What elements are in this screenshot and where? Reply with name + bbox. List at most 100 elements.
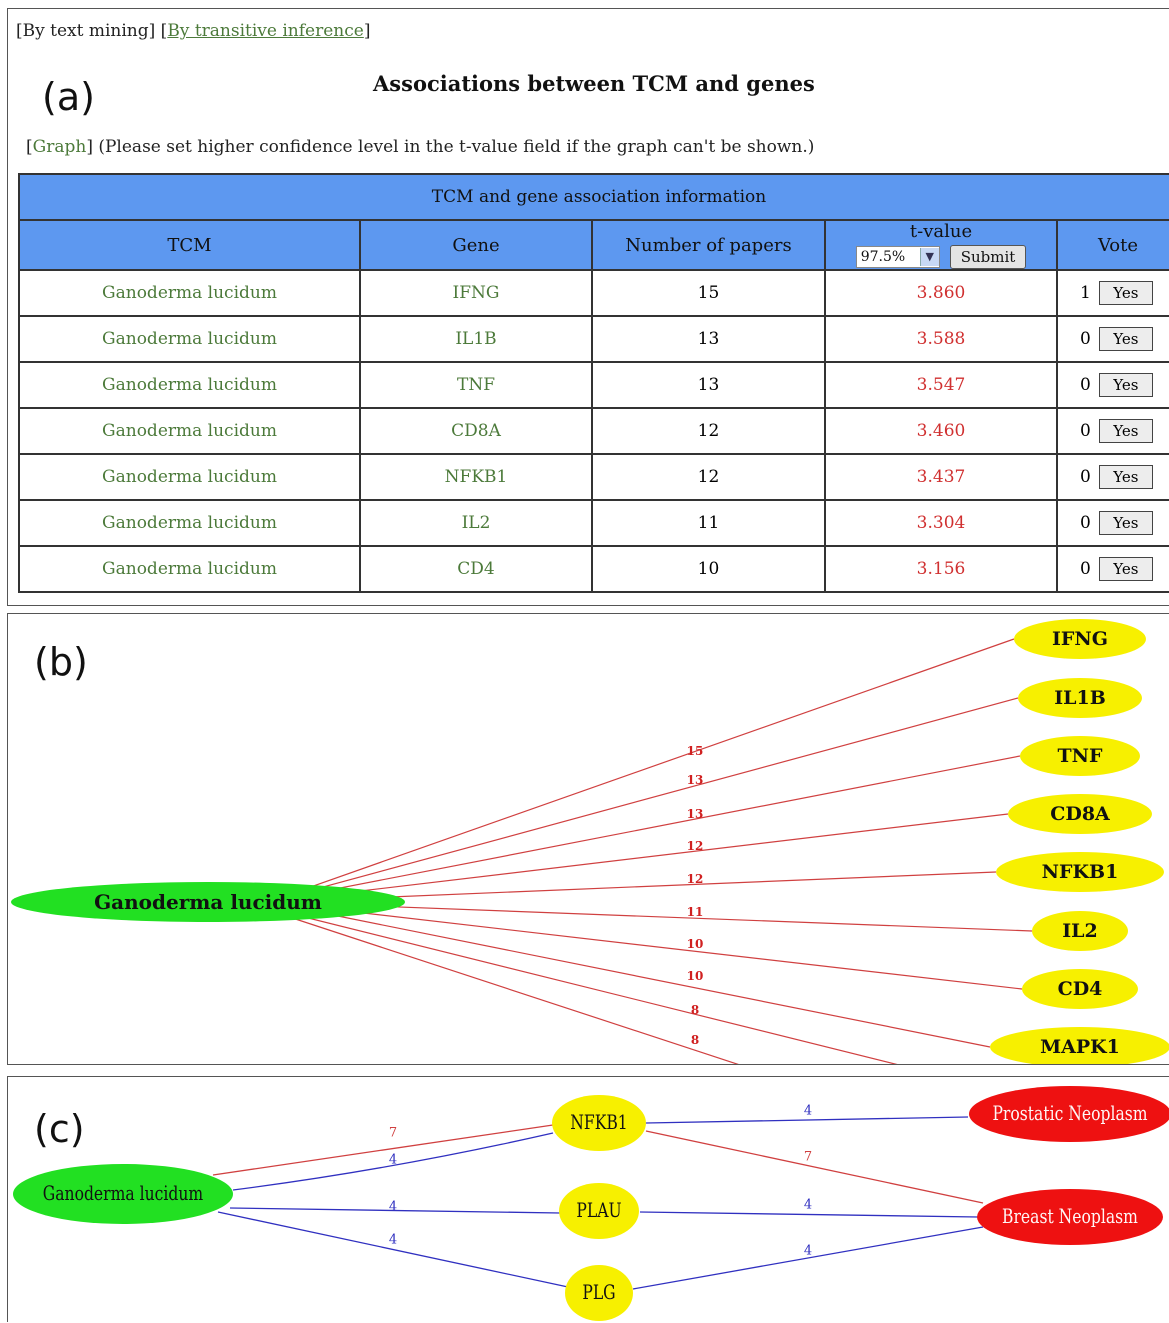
gene-node xyxy=(996,852,1164,892)
yes-button[interactable]: Yes xyxy=(1098,281,1153,305)
table-row: Ganoderma lucidum TNF 13 3.547 0 Yes xyxy=(18,361,1169,409)
bracket: [ xyxy=(16,21,23,41)
table-row: Ganoderma lucidum IL2 11 3.304 0 Yes xyxy=(18,499,1169,547)
papers-count: 13 xyxy=(591,315,826,363)
gene-link[interactable]: TNF xyxy=(359,361,593,409)
edge-label: 7 xyxy=(804,1150,812,1165)
graph-edge xyxy=(267,697,1019,903)
vote-count: 1 xyxy=(1080,283,1091,303)
gene-link[interactable]: CD8A xyxy=(359,407,593,455)
tvalue: 3.437 xyxy=(824,453,1058,501)
bracket: ] [ xyxy=(148,21,168,41)
vote-count: 0 xyxy=(1080,559,1091,579)
edge-label: 13 xyxy=(687,773,704,787)
gene-link[interactable]: IFNG xyxy=(359,269,593,317)
table-row: Ganoderma lucidum NFKB1 12 3.437 0 Yes xyxy=(18,453,1169,501)
tcm-link[interactable]: Ganoderma lucidum xyxy=(18,407,361,455)
header-tcm: TCM xyxy=(18,219,361,271)
vote-count: 0 xyxy=(1080,375,1091,395)
yes-button[interactable]: Yes xyxy=(1098,327,1153,351)
vote-cell: 0 Yes xyxy=(1056,361,1169,409)
table-row: Ganoderma lucidum IFNG 15 3.860 1 Yes xyxy=(18,269,1169,317)
chevron-down-icon: ▼ xyxy=(919,248,939,266)
table-row: Ganoderma lucidum CD8A 12 3.460 0 Yes xyxy=(18,407,1169,455)
page-title: Associations between TCM and genes xyxy=(373,71,815,96)
edge-label: 4 xyxy=(804,1198,812,1213)
gene-node-label: IFNG xyxy=(1052,628,1108,650)
link-transitive-inference[interactable]: By transitive inference xyxy=(167,21,364,41)
yes-button[interactable]: Yes xyxy=(1098,373,1153,397)
tcm-link[interactable]: Ganoderma lucidum xyxy=(18,499,361,547)
graph-edge xyxy=(267,901,1023,990)
panel-label-c: (c) xyxy=(34,1107,85,1151)
edge-label: 8 xyxy=(691,1003,699,1017)
link-text-mining[interactable]: By text mining xyxy=(22,21,149,41)
vote-cell: 1 Yes xyxy=(1056,269,1169,317)
tcm-link[interactable]: Ganoderma lucidum xyxy=(18,545,361,593)
tcm-link[interactable]: Ganoderma lucidum xyxy=(18,361,361,409)
edge-label: 4 xyxy=(389,1233,397,1248)
yes-button[interactable]: Yes xyxy=(1098,419,1153,443)
tcm-node-label: Ganoderma lucidum xyxy=(43,1182,203,1205)
papers-count: 11 xyxy=(591,499,826,547)
vote-cell: 0 Yes xyxy=(1056,545,1169,593)
edge-label: 4 xyxy=(389,1200,397,1215)
edge-label: 10 xyxy=(687,969,704,983)
panel-label-b: (b) xyxy=(34,640,88,684)
disease-node-label: Prostatic Neoplasm xyxy=(992,1102,1147,1125)
gene-node-label: CD8A xyxy=(1050,803,1110,825)
header-vote: Vote xyxy=(1056,219,1169,271)
panel-c: (c) 7 4 4 4 4 7 4 4 Ganoderma lucidum NFKB1 PLAU PL… xyxy=(7,1076,1169,1322)
submit-button[interactable]: Submit xyxy=(949,245,1027,269)
gene-node xyxy=(565,1265,633,1321)
gene-link[interactable]: NFKB1 xyxy=(359,453,593,501)
tcm-link[interactable]: Ganoderma lucidum xyxy=(18,453,361,501)
gene-node-label: NFKB1 xyxy=(1042,861,1119,883)
vote-cell: 0 Yes xyxy=(1056,453,1169,501)
yes-button[interactable]: Yes xyxy=(1098,465,1153,489)
tcm-node-label: Ganoderma lucidum xyxy=(94,890,322,914)
header-tvalue: t-value 97.5% ▼ Submit xyxy=(824,219,1058,271)
gene-node-label: TNF xyxy=(1058,745,1104,767)
vote-cell: 0 Yes xyxy=(1056,315,1169,363)
edge-label: 12 xyxy=(687,839,704,853)
edge-label: 12 xyxy=(687,872,704,886)
edge-label: 8 xyxy=(691,1033,699,1047)
gene-node xyxy=(1018,678,1142,718)
yes-button[interactable]: Yes xyxy=(1098,511,1153,535)
gene-link[interactable]: CD4 xyxy=(359,545,593,593)
graph-hint: ] (Please set higher confidence level in… xyxy=(86,137,815,157)
tcm-link[interactable]: Ganoderma lucidum xyxy=(18,315,361,363)
yes-button[interactable]: Yes xyxy=(1098,557,1153,581)
edge-label: 15 xyxy=(687,744,704,758)
gene-node xyxy=(1022,969,1138,1009)
graph-line: [Graph] (Please set higher confidence le… xyxy=(26,137,814,157)
gene-node xyxy=(552,1095,646,1151)
gene-link[interactable]: IL2 xyxy=(359,499,593,547)
edge-label: 4 xyxy=(804,1104,812,1119)
gene-node-label: PLG xyxy=(582,1281,615,1304)
header-gene: Gene xyxy=(359,219,593,271)
confidence-select-value: 97.5% xyxy=(860,249,906,265)
tvalue: 3.304 xyxy=(824,499,1058,547)
tvalue: 3.156 xyxy=(824,545,1058,593)
gene-link[interactable]: IL1B xyxy=(359,315,593,363)
papers-count: 12 xyxy=(591,453,826,501)
papers-count: 10 xyxy=(591,545,826,593)
graph-edge xyxy=(632,1226,984,1290)
graph-edge xyxy=(639,1211,979,1218)
edge-label: 4 xyxy=(389,1153,397,1168)
graph-edge xyxy=(267,813,1009,903)
graph-link[interactable]: Graph xyxy=(32,137,87,157)
tcm-link[interactable]: Ganoderma lucidum xyxy=(18,269,361,317)
transitive-inference-graph: 7 4 4 4 4 7 4 4 Ganoderma lucidum NFKB1 PLAU PLG Pro… xyxy=(13,1086,1169,1321)
table-row: Ganoderma lucidum IL1B 13 3.588 0 Yes xyxy=(18,315,1169,363)
table-caption: TCM and gene association information xyxy=(18,173,1169,221)
confidence-select[interactable]: 97.5% ▼ xyxy=(855,246,940,268)
gene-node xyxy=(1020,736,1140,776)
edge-label: 11 xyxy=(687,905,704,919)
association-table: TCM and gene association information TCM… xyxy=(18,173,1169,593)
graph-edge xyxy=(267,638,1015,903)
gene-node-label: IL2 xyxy=(1062,920,1097,942)
bracket: ] xyxy=(363,21,371,41)
